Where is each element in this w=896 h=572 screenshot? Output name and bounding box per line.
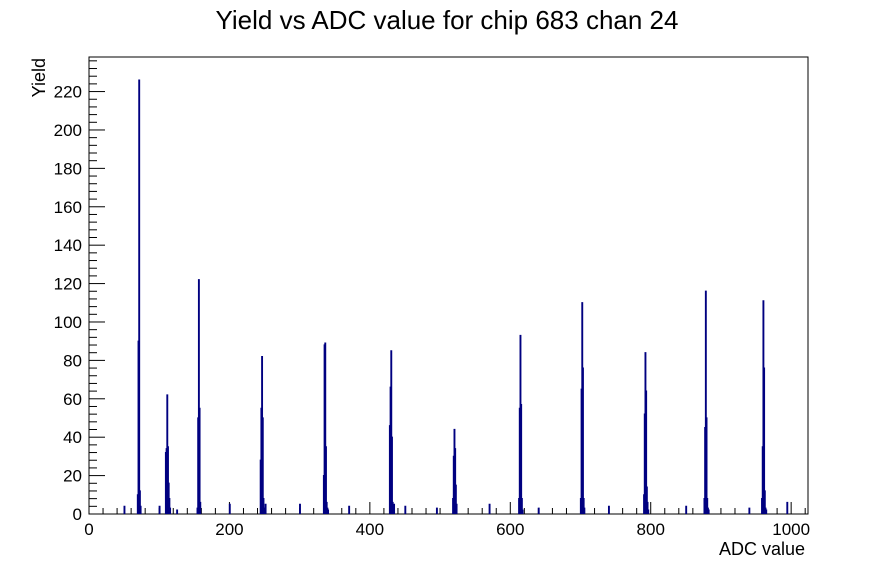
y-tick-label: 200	[54, 121, 82, 140]
histogram-bin	[455, 503, 458, 514]
histogram-bin	[327, 509, 330, 514]
y-tick-label: 180	[54, 159, 82, 178]
y-tick-label: 140	[54, 236, 82, 255]
y-tick-label: 0	[73, 505, 82, 524]
histogram-bin	[685, 505, 688, 514]
histogram-bin	[228, 503, 231, 514]
histogram-bin	[520, 498, 523, 514]
histogram-bin	[261, 417, 264, 514]
histogram-bin	[607, 505, 610, 514]
histogram-bin	[454, 484, 457, 514]
histogram-bin	[391, 436, 393, 514]
histogram-bin	[537, 507, 540, 514]
histogram-bin	[704, 290, 707, 514]
histogram-bin	[138, 79, 141, 514]
axis-ticks	[88, 60, 806, 515]
histogram-bin	[645, 390, 648, 514]
x-tick-label: 0	[84, 520, 93, 539]
x-tick-label: 400	[356, 520, 384, 539]
x-tick-label: 800	[637, 520, 665, 539]
histogram-bin	[521, 509, 524, 514]
histogram-bars	[123, 79, 789, 514]
histogram-bin	[435, 507, 438, 514]
plot-frame	[88, 56, 809, 515]
y-tick-label: 20	[63, 467, 82, 486]
histogram-bin	[645, 486, 648, 514]
y-tick-label: 40	[63, 428, 82, 447]
histogram-bin	[748, 507, 751, 514]
x-tick-label: 200	[215, 520, 243, 539]
histogram-bin	[197, 279, 200, 514]
histogram-bin	[262, 498, 265, 514]
histogram-bin	[454, 448, 457, 514]
y-tick-label: 60	[63, 390, 82, 409]
y-tick-label: 160	[54, 198, 82, 217]
histogram-bin	[299, 503, 301, 514]
histogram-bin	[390, 350, 393, 514]
tick-labels: 0 200 400 600 800 1000 0 20 40 60 80 100 120 140 160 18…	[54, 83, 810, 539]
x-tick-label: 600	[496, 520, 524, 539]
histogram-bin	[520, 403, 523, 514]
histogram-bin	[138, 490, 141, 514]
y-axis-label: Yield	[29, 58, 49, 97]
histogram-bin	[582, 498, 585, 514]
histogram-bin	[324, 342, 327, 514]
histogram-bin	[786, 501, 789, 514]
histogram-bin	[706, 498, 709, 514]
histogram-bin	[168, 498, 171, 514]
histogram-bin	[763, 367, 766, 514]
y-tick-label: 220	[54, 83, 82, 102]
histogram-bin	[264, 503, 267, 514]
histogram-bin	[391, 501, 394, 514]
chart-title: Yield vs ADC value for chip 683 chan 24	[216, 5, 679, 35]
histogram-bin	[404, 505, 407, 514]
histogram-bin	[646, 501, 649, 514]
y-tick-label: 100	[54, 313, 82, 332]
histogram-bin	[348, 505, 351, 514]
histogram-bin	[705, 417, 708, 514]
histogram-bin	[647, 509, 650, 514]
histogram-bin	[765, 509, 768, 514]
histogram-bin	[763, 490, 766, 514]
y-tick-label: 120	[54, 275, 82, 294]
histogram-bin	[139, 505, 142, 514]
histogram-bin	[169, 507, 172, 514]
histogram-bin	[158, 505, 161, 514]
histogram-bin	[393, 503, 396, 514]
histogram-bin	[583, 507, 586, 514]
histogram-bin	[582, 367, 584, 514]
x-tick-label: 1000	[772, 520, 810, 539]
x-axis-label: ADC value	[719, 539, 805, 559]
histogram-bin	[176, 509, 179, 514]
histogram-bin	[123, 505, 126, 514]
histogram-bin	[198, 407, 201, 514]
histogram-bin	[167, 446, 169, 514]
histogram-bin	[488, 503, 491, 514]
y-tick-label: 80	[63, 351, 82, 370]
histogram-bin	[325, 446, 327, 514]
histogram-bin	[199, 501, 202, 514]
histogram-bin	[707, 509, 710, 514]
